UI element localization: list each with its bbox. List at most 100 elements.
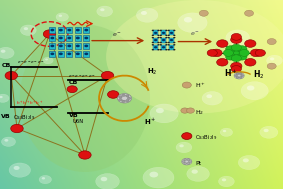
Circle shape — [173, 30, 175, 31]
Circle shape — [168, 44, 170, 46]
Circle shape — [263, 129, 269, 132]
Circle shape — [160, 37, 162, 38]
Circle shape — [231, 62, 242, 70]
Circle shape — [187, 159, 190, 161]
Circle shape — [84, 37, 88, 39]
Circle shape — [126, 100, 129, 102]
Circle shape — [245, 40, 256, 47]
Circle shape — [50, 45, 54, 47]
Circle shape — [157, 42, 160, 43]
Circle shape — [206, 94, 212, 98]
FancyBboxPatch shape — [49, 51, 55, 57]
Circle shape — [237, 46, 247, 53]
Circle shape — [168, 35, 170, 36]
Circle shape — [108, 91, 119, 98]
Circle shape — [207, 50, 217, 56]
Circle shape — [50, 37, 54, 39]
Circle shape — [267, 55, 282, 66]
Circle shape — [100, 8, 104, 11]
Text: Cs$_3$Bi$_2$I$_9$: Cs$_3$Bi$_2$I$_9$ — [13, 113, 35, 122]
Circle shape — [202, 91, 222, 105]
Circle shape — [127, 97, 131, 99]
Circle shape — [11, 124, 23, 133]
Circle shape — [157, 30, 160, 31]
Circle shape — [5, 139, 8, 142]
Circle shape — [231, 50, 241, 56]
Text: H$^+$: H$^+$ — [224, 68, 237, 80]
Circle shape — [152, 37, 154, 38]
Circle shape — [165, 37, 168, 38]
Circle shape — [239, 77, 242, 78]
FancyBboxPatch shape — [83, 27, 89, 33]
Circle shape — [231, 33, 237, 38]
Circle shape — [182, 133, 192, 139]
Circle shape — [184, 163, 187, 164]
Text: VB: VB — [68, 113, 78, 118]
FancyBboxPatch shape — [75, 35, 81, 41]
Circle shape — [239, 50, 249, 56]
Circle shape — [160, 44, 162, 46]
Circle shape — [165, 35, 168, 36]
Circle shape — [187, 166, 209, 181]
FancyBboxPatch shape — [153, 38, 158, 43]
Circle shape — [184, 159, 187, 161]
Circle shape — [173, 42, 175, 43]
Circle shape — [76, 29, 80, 31]
Circle shape — [211, 49, 222, 57]
Circle shape — [182, 82, 191, 88]
Circle shape — [0, 47, 14, 59]
Circle shape — [157, 44, 160, 46]
Text: H$_2$: H$_2$ — [253, 68, 265, 81]
FancyBboxPatch shape — [49, 43, 55, 49]
Circle shape — [42, 177, 45, 180]
Circle shape — [84, 29, 88, 31]
Circle shape — [152, 42, 154, 43]
FancyBboxPatch shape — [161, 38, 166, 43]
Circle shape — [162, 32, 165, 34]
FancyBboxPatch shape — [66, 51, 72, 57]
FancyBboxPatch shape — [75, 27, 81, 33]
Circle shape — [157, 37, 160, 38]
Circle shape — [188, 161, 191, 163]
Circle shape — [76, 53, 80, 55]
Circle shape — [220, 128, 233, 136]
Circle shape — [182, 158, 192, 165]
FancyBboxPatch shape — [58, 35, 64, 41]
Circle shape — [250, 49, 262, 57]
Circle shape — [56, 13, 68, 21]
Circle shape — [235, 75, 237, 77]
Circle shape — [157, 35, 160, 36]
Circle shape — [170, 32, 173, 34]
Circle shape — [141, 11, 147, 15]
Circle shape — [76, 45, 80, 47]
Circle shape — [231, 55, 241, 62]
Circle shape — [67, 45, 71, 47]
Text: U6N: U6N — [72, 119, 83, 124]
Circle shape — [156, 108, 164, 113]
FancyBboxPatch shape — [83, 51, 89, 57]
FancyBboxPatch shape — [66, 27, 72, 33]
Circle shape — [67, 53, 71, 55]
Circle shape — [50, 29, 54, 31]
Circle shape — [186, 108, 194, 113]
Circle shape — [59, 37, 63, 39]
Text: Cs$_3$Bi$_2$I$_9$: Cs$_3$Bi$_2$I$_9$ — [195, 133, 218, 142]
Circle shape — [122, 94, 125, 96]
Circle shape — [0, 94, 9, 102]
Circle shape — [152, 35, 154, 36]
Circle shape — [165, 42, 168, 43]
Circle shape — [170, 39, 173, 41]
Circle shape — [226, 46, 236, 53]
Circle shape — [149, 172, 158, 177]
Text: CB: CB — [1, 63, 11, 68]
Text: $h^+h^+h^+h^+$: $h^+h^+h^+h^+$ — [16, 100, 44, 107]
Circle shape — [59, 15, 62, 17]
Circle shape — [59, 29, 63, 31]
Text: VB: VB — [1, 114, 11, 119]
Circle shape — [239, 73, 242, 75]
Circle shape — [165, 30, 168, 31]
FancyBboxPatch shape — [169, 30, 174, 35]
Circle shape — [162, 39, 165, 41]
Circle shape — [67, 37, 71, 39]
Circle shape — [126, 95, 129, 97]
